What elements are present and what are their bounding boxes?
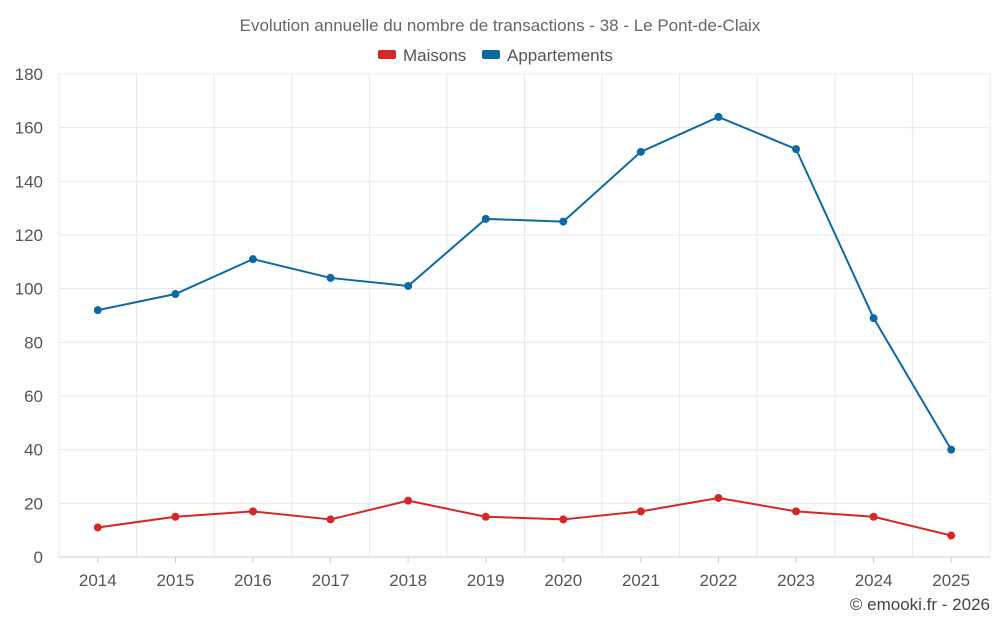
data-point-appartements[interactable] bbox=[636, 147, 645, 156]
data-point-maisons[interactable] bbox=[636, 507, 645, 516]
y-tick-label: 180 bbox=[15, 65, 43, 84]
data-point-appartements[interactable] bbox=[481, 214, 490, 223]
data-point-appartements[interactable] bbox=[326, 273, 335, 282]
legend-swatch-appartements bbox=[482, 50, 500, 59]
x-tick-label: 2018 bbox=[389, 571, 427, 590]
data-point-maisons[interactable] bbox=[171, 512, 180, 521]
y-tick-label: 40 bbox=[24, 441, 43, 460]
x-tick-label: 2024 bbox=[855, 571, 893, 590]
data-point-maisons[interactable] bbox=[947, 531, 956, 540]
data-point-appartements[interactable] bbox=[171, 290, 180, 299]
x-tick-label: 2016 bbox=[234, 571, 272, 590]
x-tick-label: 2025 bbox=[932, 571, 970, 590]
data-point-appartements[interactable] bbox=[792, 145, 801, 154]
data-point-appartements[interactable] bbox=[404, 281, 413, 290]
data-point-maisons[interactable] bbox=[404, 496, 413, 505]
data-point-maisons[interactable] bbox=[248, 507, 257, 516]
chart-title: Evolution annuelle du nombre de transact… bbox=[240, 16, 761, 35]
data-point-appartements[interactable] bbox=[248, 255, 257, 264]
series-group bbox=[93, 112, 956, 540]
y-tick-label: 160 bbox=[15, 119, 43, 138]
series-line-appartements bbox=[97, 115, 953, 451]
data-point-appartements[interactable] bbox=[869, 314, 878, 323]
y-tick-label: 140 bbox=[15, 172, 43, 191]
x-tick-label: 2015 bbox=[156, 571, 194, 590]
y-tick-label: 0 bbox=[34, 548, 43, 567]
data-point-appartements[interactable] bbox=[714, 112, 723, 121]
x-tick-label: 2023 bbox=[777, 571, 815, 590]
x-tick-label: 2014 bbox=[79, 571, 117, 590]
legend: Maisons Appartements bbox=[378, 46, 613, 65]
series-line-maisons bbox=[97, 496, 952, 537]
data-point-maisons[interactable] bbox=[869, 512, 878, 521]
data-point-maisons[interactable] bbox=[481, 512, 490, 521]
grid bbox=[58, 73, 991, 558]
data-point-appartements[interactable] bbox=[93, 306, 102, 315]
data-point-maisons[interactable] bbox=[792, 507, 801, 516]
data-point-maisons[interactable] bbox=[93, 523, 102, 532]
x-tick-label: 2019 bbox=[467, 571, 505, 590]
data-point-maisons[interactable] bbox=[559, 515, 568, 524]
data-point-maisons[interactable] bbox=[326, 515, 335, 524]
legend-label-appartements[interactable]: Appartements bbox=[507, 46, 613, 65]
y-tick-label: 20 bbox=[24, 494, 43, 513]
x-tick-label: 2021 bbox=[622, 571, 660, 590]
data-point-appartements[interactable] bbox=[947, 445, 956, 454]
y-tick-label: 100 bbox=[15, 280, 43, 299]
legend-label-maisons[interactable]: Maisons bbox=[403, 46, 466, 65]
x-tick-label: 2017 bbox=[312, 571, 350, 590]
y-tick-label: 60 bbox=[24, 387, 43, 406]
y-axis: 0 20 40 60 80 100 120 140 160 180 bbox=[15, 65, 43, 567]
y-tick-label: 80 bbox=[24, 333, 43, 352]
credit: © emooki.fr - 2026 bbox=[850, 595, 990, 614]
y-tick-label: 120 bbox=[15, 226, 43, 245]
x-axis: 2014 2015 2016 2017 2018 2019 2020 2021 2022 2023… bbox=[79, 557, 970, 590]
x-tick-label: 2022 bbox=[700, 571, 738, 590]
legend-swatch-maisons bbox=[378, 50, 396, 59]
x-tick-label: 2020 bbox=[544, 571, 582, 590]
data-point-maisons[interactable] bbox=[714, 493, 723, 502]
data-point-appartements[interactable] bbox=[559, 217, 568, 226]
